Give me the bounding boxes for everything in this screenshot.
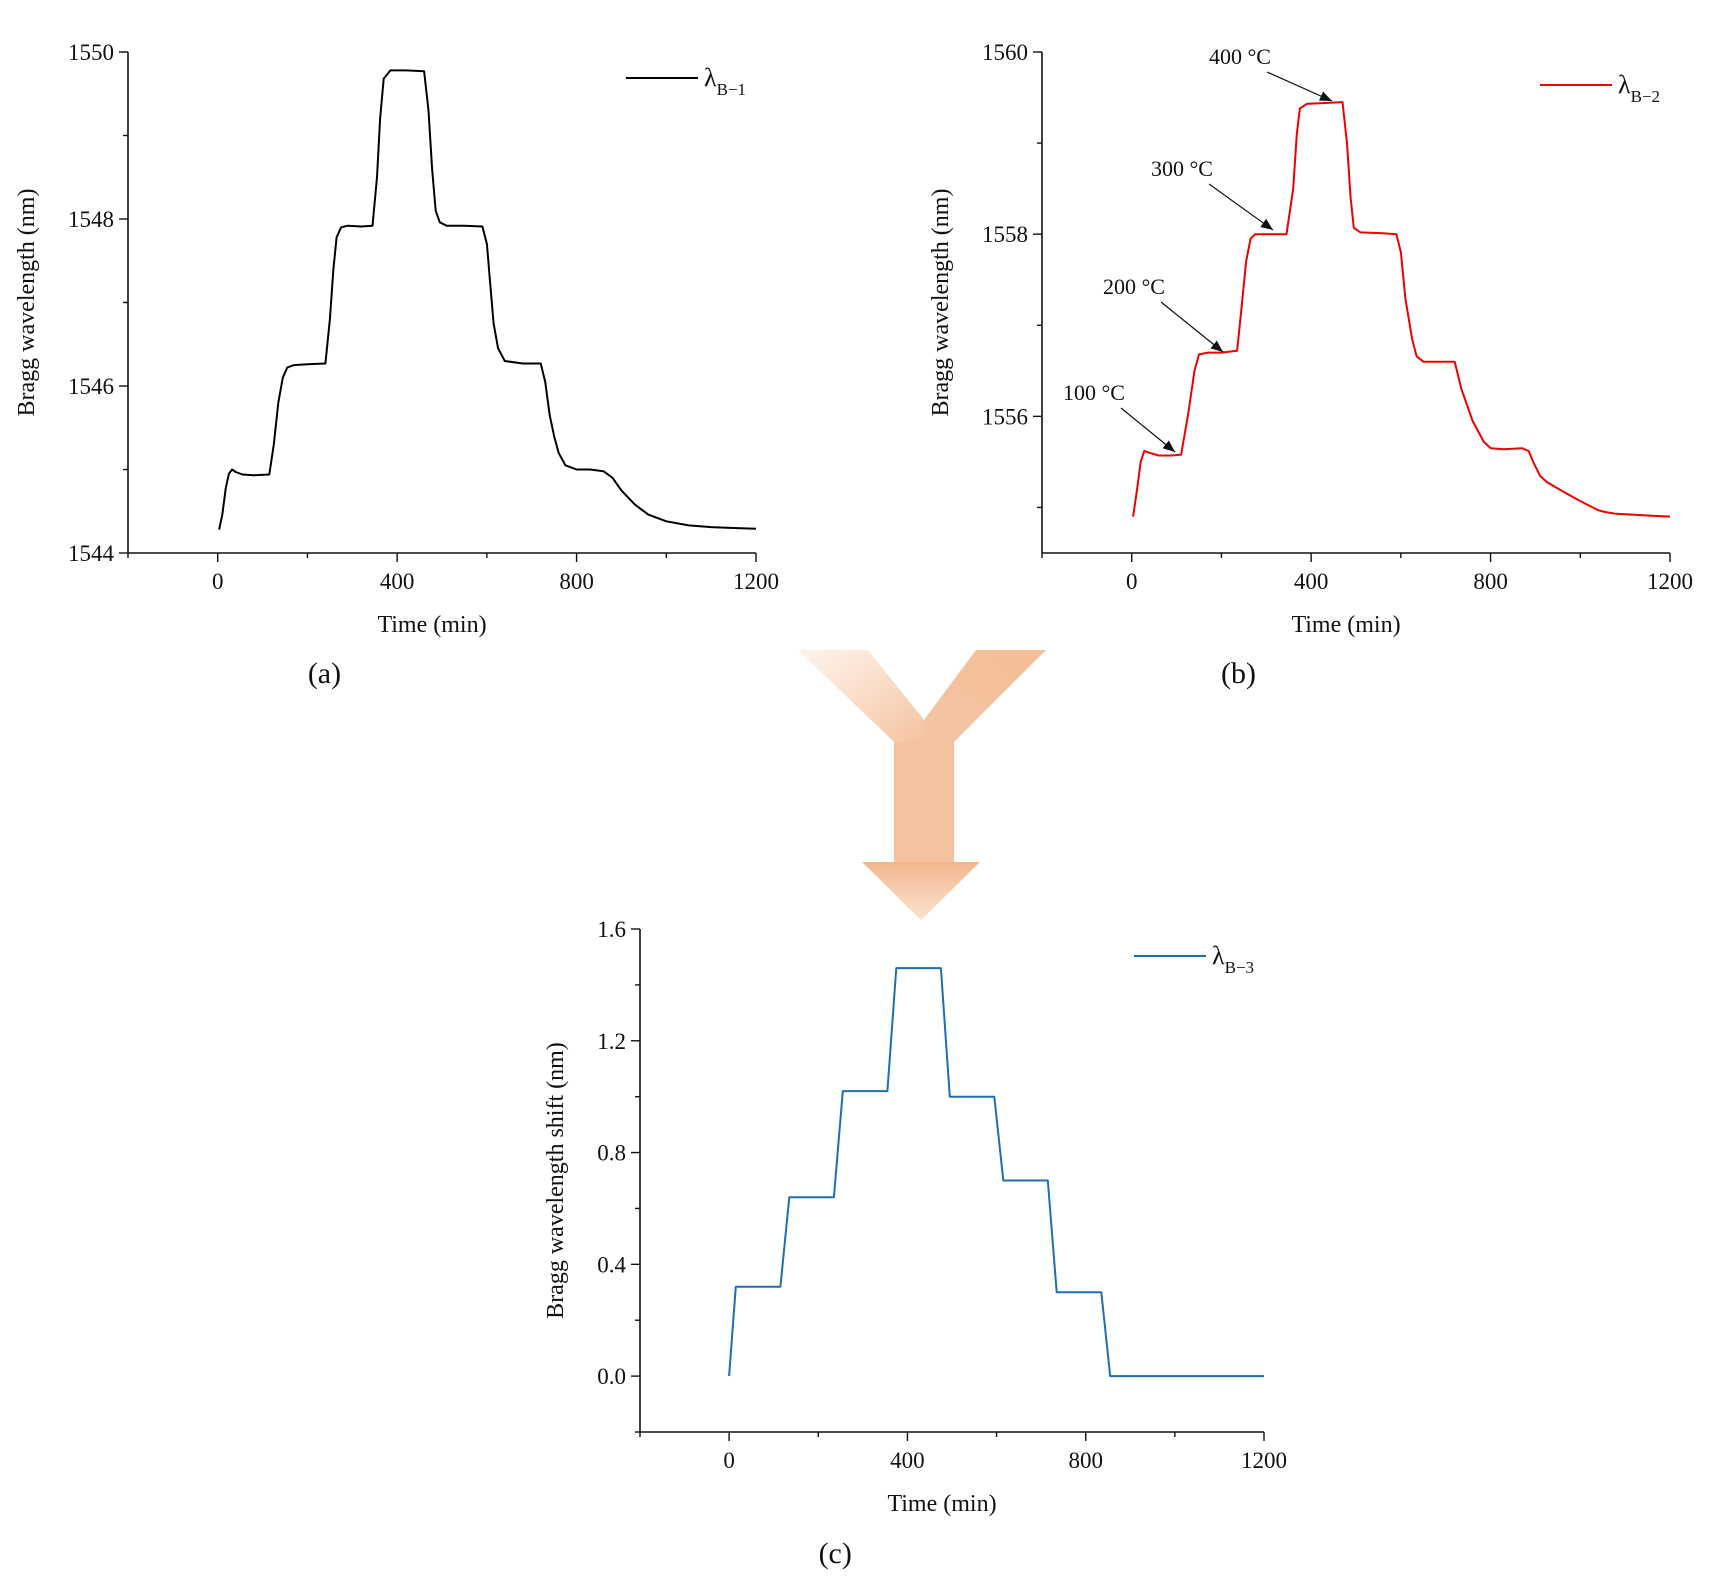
annotation-arrowhead (1162, 440, 1175, 452)
x-axis-title: Time (min) (1291, 612, 1400, 638)
panel-b: 0 400 800 1200 1556 1558 1560 Time (min) Bragg w… (928, 40, 1693, 690)
panel-c: 0 400 800 1200 0.0 0.4 0.8 1.2 1.6 Time (min) Brag… (543, 917, 1287, 1570)
x-axis-title: Time (min) (887, 1491, 996, 1517)
y-axis-title: Bragg wavelength (nm) (928, 189, 954, 417)
y-tick-label: 0.0 (597, 1364, 626, 1389)
merge-arrow-icon (798, 650, 1046, 920)
annotation-arrowhead (1210, 340, 1223, 352)
annotation-label: 100 °C (1063, 380, 1125, 405)
x-tick-label: 400 (1294, 569, 1329, 594)
y-axis-title: Bragg wavelength shift (nm) (543, 1042, 569, 1319)
legend-subscript: B−1 (717, 80, 746, 99)
annotation-arrowhead (1260, 218, 1273, 230)
x-tick-label: 1200 (1241, 1448, 1287, 1473)
panel-label: (c) (819, 1537, 852, 1570)
panel-label: (b) (1221, 657, 1256, 690)
series-line (218, 69, 757, 530)
x-tick-label: 1200 (1647, 569, 1693, 594)
x-tick-label: 0 (1126, 569, 1138, 594)
x-tick-label: 0 (212, 569, 224, 594)
annotation-arrow (1160, 301, 1224, 353)
x-tick-label: 1200 (733, 569, 779, 594)
y-tick-label: 1558 (982, 222, 1028, 247)
y-tick-label: 0.4 (597, 1252, 626, 1277)
annotation-arrow (1208, 183, 1274, 231)
legend-label: λB−3 (1212, 941, 1254, 977)
y-tick-label: 1550 (68, 40, 114, 65)
x-tick-label: 400 (380, 569, 415, 594)
y-tick-label: 1560 (982, 40, 1028, 65)
y-tick-label: 1556 (982, 404, 1028, 429)
x-axis-title: Time (min) (377, 612, 486, 638)
annotation-label: 200 °C (1103, 274, 1165, 299)
series-line (1132, 101, 1671, 518)
y-tick-label: 1.2 (597, 1029, 626, 1054)
x-tick-label: 800 (559, 569, 594, 594)
x-tick-label: 400 (890, 1448, 925, 1473)
legend-subscript: B−3 (1225, 958, 1254, 977)
y-axis-title: Bragg wavelength (nm) (14, 189, 40, 417)
x-tick-label: 800 (1473, 569, 1508, 594)
panel-a: 0 400 800 1200 1544 1546 1548 1550 Time (min) Bra… (14, 40, 779, 690)
series-line (728, 967, 1264, 1378)
y-tick-label: 0.8 (597, 1141, 626, 1166)
x-tick-label: 800 (1068, 1448, 1103, 1473)
x-tick-label: 0 (723, 1448, 735, 1473)
annotation-label: 400 °C (1209, 44, 1271, 69)
legend-label: λB−2 (1618, 70, 1660, 106)
legend-subscript: B−2 (1631, 87, 1660, 106)
annotation-arrowhead (1319, 91, 1332, 101)
y-tick-label: 1546 (68, 374, 114, 399)
panel-label: (a) (308, 657, 341, 690)
y-tick-label: 1544 (68, 541, 115, 566)
annotation-label: 300 °C (1151, 156, 1213, 181)
legend-label: λB−1 (704, 63, 746, 99)
y-tick-label: 1.6 (597, 917, 626, 942)
y-tick-label: 1548 (68, 207, 114, 232)
